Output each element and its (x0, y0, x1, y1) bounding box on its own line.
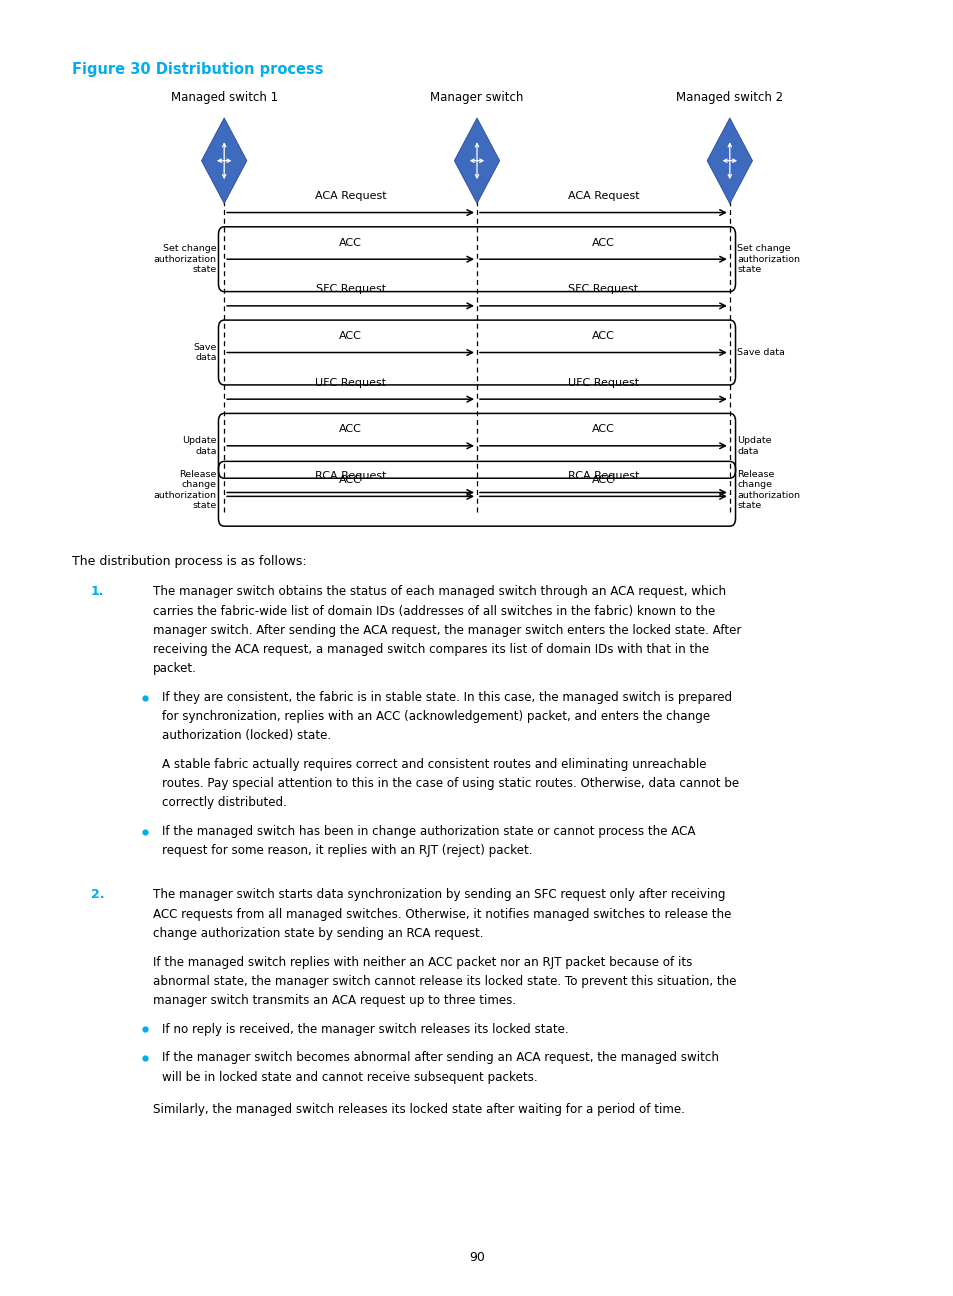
Text: manager switch. After sending the ACA request, the manager switch enters the loc: manager switch. After sending the ACA re… (152, 623, 740, 636)
Text: Figure 30 Distribution process: Figure 30 Distribution process (71, 62, 323, 78)
Text: Update
data: Update data (182, 437, 216, 455)
Text: Set change
authorization
state: Set change authorization state (153, 245, 216, 273)
Text: correctly distributed.: correctly distributed. (162, 796, 287, 810)
Text: ACC: ACC (339, 237, 361, 248)
Text: ACA Request: ACA Request (314, 191, 386, 201)
Text: A stable fabric actually requires correct and consistent routes and eliminating : A stable fabric actually requires correc… (162, 758, 706, 771)
Text: ACA Request: ACA Request (567, 191, 639, 201)
Text: ACC: ACC (592, 237, 614, 248)
Text: If the manager switch becomes abnormal after sending an ACA request, the managed: If the manager switch becomes abnormal a… (162, 1051, 719, 1064)
Text: routes. Pay special attention to this in the case of using static routes. Otherw: routes. Pay special attention to this in… (162, 778, 739, 791)
Text: ACC: ACC (592, 424, 614, 434)
Text: If the managed switch has been in change authorization state or cannot process t: If the managed switch has been in change… (162, 826, 695, 839)
Text: authorization (locked) state.: authorization (locked) state. (162, 730, 331, 743)
Text: SFC Request: SFC Request (315, 284, 385, 294)
Text: Set change
authorization
state: Set change authorization state (737, 245, 800, 273)
Text: UFC Request: UFC Request (567, 377, 639, 388)
Text: 2.: 2. (91, 889, 104, 902)
Text: ACC: ACC (339, 330, 361, 341)
Text: abnormal state, the manager switch cannot release its locked state. To prevent t: abnormal state, the manager switch canno… (152, 975, 736, 988)
Text: ACC: ACC (339, 424, 361, 434)
Text: Similarly, the managed switch releases its locked state after waiting for a peri: Similarly, the managed switch releases i… (152, 1103, 684, 1116)
Text: packet.: packet. (152, 662, 196, 675)
Text: Release
change
authorization
state: Release change authorization state (153, 469, 216, 511)
Text: Release
change
authorization
state: Release change authorization state (737, 469, 800, 511)
Text: The manager switch starts data synchronization by sending an SFC request only af: The manager switch starts data synchroni… (152, 889, 724, 902)
Text: RCA Request: RCA Request (314, 470, 386, 481)
Polygon shape (706, 118, 752, 203)
Text: Save
data: Save data (193, 343, 216, 362)
Text: carries the fabric-wide list of domain IDs (addresses of all switches in the fab: carries the fabric-wide list of domain I… (152, 604, 714, 618)
Text: Save data: Save data (737, 349, 784, 356)
Text: manager switch transmits an ACA request up to three times.: manager switch transmits an ACA request … (152, 994, 516, 1007)
Text: The distribution process is as follows:: The distribution process is as follows: (71, 555, 306, 568)
Text: 1.: 1. (91, 586, 104, 599)
Polygon shape (454, 118, 499, 203)
Text: will be in locked state and cannot receive subsequent packets.: will be in locked state and cannot recei… (162, 1070, 537, 1083)
Text: 90: 90 (469, 1251, 484, 1264)
Text: Managed switch 1: Managed switch 1 (171, 91, 277, 104)
Text: UFC Request: UFC Request (314, 377, 386, 388)
Text: Manager switch: Manager switch (430, 91, 523, 104)
Text: ACC requests from all managed switches. Otherwise, it notifies managed switches : ACC requests from all managed switches. … (152, 907, 730, 920)
Text: change authorization state by sending an RCA request.: change authorization state by sending an… (152, 927, 482, 940)
Text: ACC: ACC (339, 474, 361, 485)
Text: receiving the ACA request, a managed switch compares its list of domain IDs with: receiving the ACA request, a managed swi… (152, 643, 708, 656)
Text: request for some reason, it replies with an RJT (reject) packet.: request for some reason, it replies with… (162, 844, 532, 858)
Text: ACC: ACC (592, 474, 614, 485)
Text: Managed switch 2: Managed switch 2 (676, 91, 782, 104)
Text: If they are consistent, the fabric is in stable state. In this case, the managed: If they are consistent, the fabric is in… (162, 691, 732, 704)
Polygon shape (201, 118, 247, 203)
Text: If no reply is received, the manager switch releases its locked state.: If no reply is received, the manager swi… (162, 1023, 568, 1036)
Text: RCA Request: RCA Request (567, 470, 639, 481)
Text: Update
data: Update data (737, 437, 771, 455)
Text: ACC: ACC (592, 330, 614, 341)
Text: for synchronization, replies with an ACC (acknowledgement) packet, and enters th: for synchronization, replies with an ACC… (162, 710, 710, 723)
Text: The manager switch obtains the status of each managed switch through an ACA requ: The manager switch obtains the status of… (152, 586, 725, 599)
Text: SFC Request: SFC Request (568, 284, 638, 294)
Text: If the managed switch replies with neither an ACC packet nor an RJT packet becau: If the managed switch replies with neith… (152, 955, 691, 968)
